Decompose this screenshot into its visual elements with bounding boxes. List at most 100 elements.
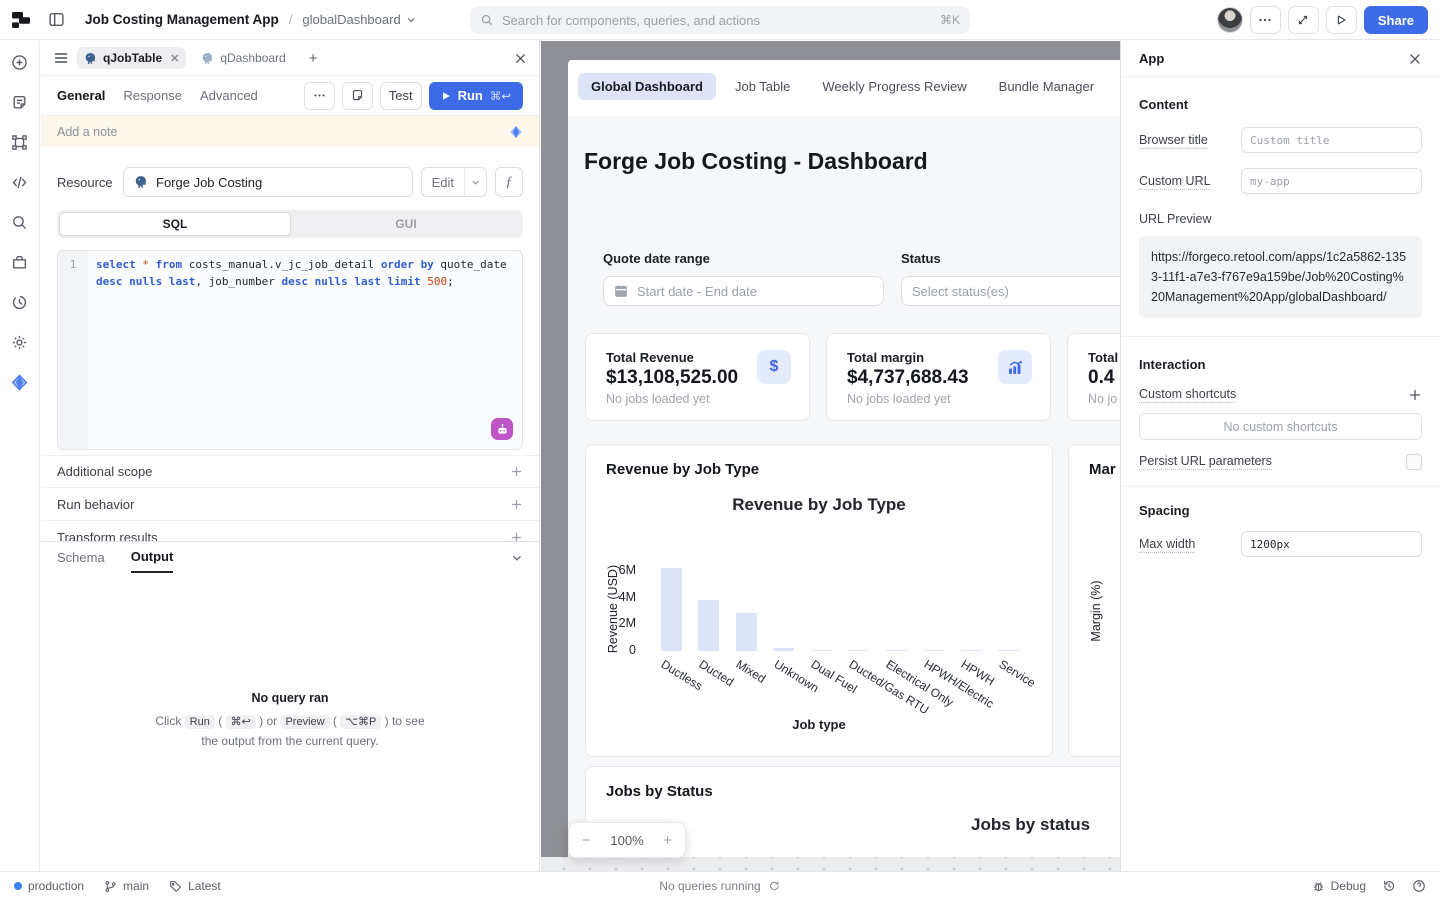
plus-icon[interactable] [510, 465, 523, 478]
plus-icon[interactable] [510, 531, 523, 541]
tab-global-dashboard[interactable]: Global Dashboard [578, 73, 716, 100]
code-icon[interactable] [11, 174, 28, 191]
new-query-tab-button[interactable]: + [308, 49, 318, 67]
persist-url-label: Persist URL parameters [1139, 454, 1272, 470]
dollar-icon: $ [757, 350, 791, 384]
query-more-button[interactable] [303, 81, 335, 110]
zoom-in-button[interactable]: + [663, 831, 672, 849]
search-rail-icon[interactable] [11, 214, 28, 231]
ellipsis-icon [314, 94, 325, 97]
chevron-down-icon [472, 180, 479, 185]
add-note-field[interactable]: Add a note [41, 116, 539, 147]
query-tab-qdashboard[interactable]: qDashboard [194, 47, 292, 69]
quote-date-filter: Quote date range Start date - End date [603, 251, 884, 306]
custom-url-label: Custom URL [1139, 174, 1211, 190]
custom-url-input[interactable] [1241, 168, 1422, 194]
mode-sql[interactable]: SQL [59, 212, 291, 236]
search-shortcut: ⌘K [939, 13, 960, 27]
query-note-button[interactable] [341, 81, 373, 110]
sql-token: quote_date [433, 258, 507, 271]
canvas-grid-dots [541, 857, 1120, 871]
left-icon-rail [0, 41, 40, 871]
app-canvas: Global Dashboard Job Table Weekly Progre… [541, 41, 1120, 871]
card-title: Jobs by Status [606, 783, 713, 800]
test-button[interactable]: Test [379, 81, 422, 110]
toolbox-icon[interactable] [11, 254, 28, 271]
run-button[interactable]: Run ⌘↩ [428, 81, 523, 110]
sql-token: limit [387, 274, 421, 288]
bar-Ducted [698, 599, 719, 651]
chart-title: Revenue by Job Type [732, 495, 906, 514]
ai-assistant-button[interactable] [491, 418, 513, 440]
components-icon[interactable] [11, 134, 28, 151]
tab-response[interactable]: Response [123, 88, 182, 103]
release-selector[interactable]: Latest [169, 879, 221, 893]
layout-panels-icon[interactable] [48, 11, 65, 28]
preview-button[interactable] [1325, 6, 1357, 34]
edit-resource-button[interactable]: Edit [431, 174, 454, 190]
zoom-out-button[interactable]: − [582, 831, 591, 849]
history-clock-icon[interactable] [11, 294, 28, 311]
tab-weekly-progress-review[interactable]: Weekly Progress Review [822, 79, 967, 94]
browser-title-input[interactable] [1241, 127, 1422, 153]
tab-general[interactable]: General [57, 88, 106, 103]
refresh-icon[interactable] [769, 880, 781, 892]
query-list-menu-icon[interactable] [53, 50, 69, 66]
persist-url-checkbox[interactable] [1406, 454, 1422, 470]
ai-gem-icon[interactable] [509, 125, 523, 139]
environment-selector[interactable]: production [14, 879, 84, 893]
edit-resource-dropdown[interactable] [464, 168, 486, 196]
collapse-output-button[interactable] [511, 552, 523, 564]
sql-token [149, 258, 156, 271]
close-tab-icon[interactable]: ✕ [170, 52, 180, 65]
mode-gui[interactable]: GUI [395, 217, 417, 231]
sql-editor[interactable]: 1 select * from costs_manual.v_jc_job_de… [57, 250, 523, 450]
add-shortcut-button[interactable] [1408, 388, 1422, 402]
max-width-input[interactable] [1241, 531, 1422, 557]
debug-button[interactable]: Debug [1312, 879, 1366, 893]
share-button[interactable]: Share [1363, 6, 1428, 34]
plus-icon[interactable] [510, 498, 523, 511]
section-transform-results[interactable]: Transform results [41, 521, 539, 541]
zoom-level[interactable]: 100% [610, 832, 644, 848]
tab-advanced[interactable]: Advanced [199, 88, 258, 103]
sql-token: order [380, 258, 414, 271]
more-options-button[interactable] [1249, 6, 1281, 34]
global-search-input[interactable]: Search for components, queries, and acti… [470, 6, 970, 34]
status-select-input[interactable]: Select status(es) [901, 276, 1120, 306]
page-selector[interactable]: globalDashboard [302, 12, 415, 27]
expand-button[interactable] [1287, 6, 1319, 34]
tab-bundle-manager[interactable]: Bundle Manager [998, 79, 1095, 94]
sql-token [162, 275, 169, 288]
section-run-behavior[interactable]: Run behavior [41, 488, 539, 521]
date-range-input[interactable]: Start date - End date [603, 276, 884, 306]
retool-logo[interactable] [10, 9, 32, 31]
help-icon[interactable] [1412, 879, 1426, 893]
function-button[interactable]: ƒ [495, 167, 523, 197]
user-avatar[interactable] [1216, 7, 1243, 33]
sql-token: ; [447, 274, 454, 288]
top-header: Job Costing Management App / globalDashb… [0, 0, 1440, 40]
notes-icon[interactable] [11, 94, 28, 111]
tab-hubspot[interactable]: HubS [1113, 73, 1120, 100]
tab-output[interactable]: Output [130, 542, 174, 573]
bar-Dual Fuel [810, 649, 832, 651]
sql-code[interactable]: select * from costs_manual.v_jc_job_deta… [88, 251, 522, 449]
ai-assistant-rail-icon[interactable] [11, 374, 28, 391]
close-icon[interactable] [1408, 52, 1422, 66]
branch-selector[interactable]: main [104, 879, 149, 893]
settings-gear-icon[interactable] [11, 334, 28, 351]
close-query-panel-button[interactable] [514, 52, 527, 65]
resource-select[interactable]: Forge Job Costing [123, 167, 413, 197]
tab-schema[interactable]: Schema [57, 550, 105, 565]
y-tick-label: 0 [629, 643, 636, 657]
section-additional-scope[interactable]: Additional scope [41, 455, 539, 488]
add-icon[interactable] [11, 54, 28, 71]
postgres-icon [202, 52, 213, 64]
tab-job-table[interactable]: Job Table [734, 79, 791, 94]
query-tab-qjobtable[interactable]: qJobTable ✕ [77, 47, 187, 69]
bar-chart-icon [998, 350, 1032, 384]
sql-token: last [354, 274, 381, 288]
bar-Ductless [660, 568, 682, 651]
history-icon[interactable] [1382, 879, 1396, 893]
